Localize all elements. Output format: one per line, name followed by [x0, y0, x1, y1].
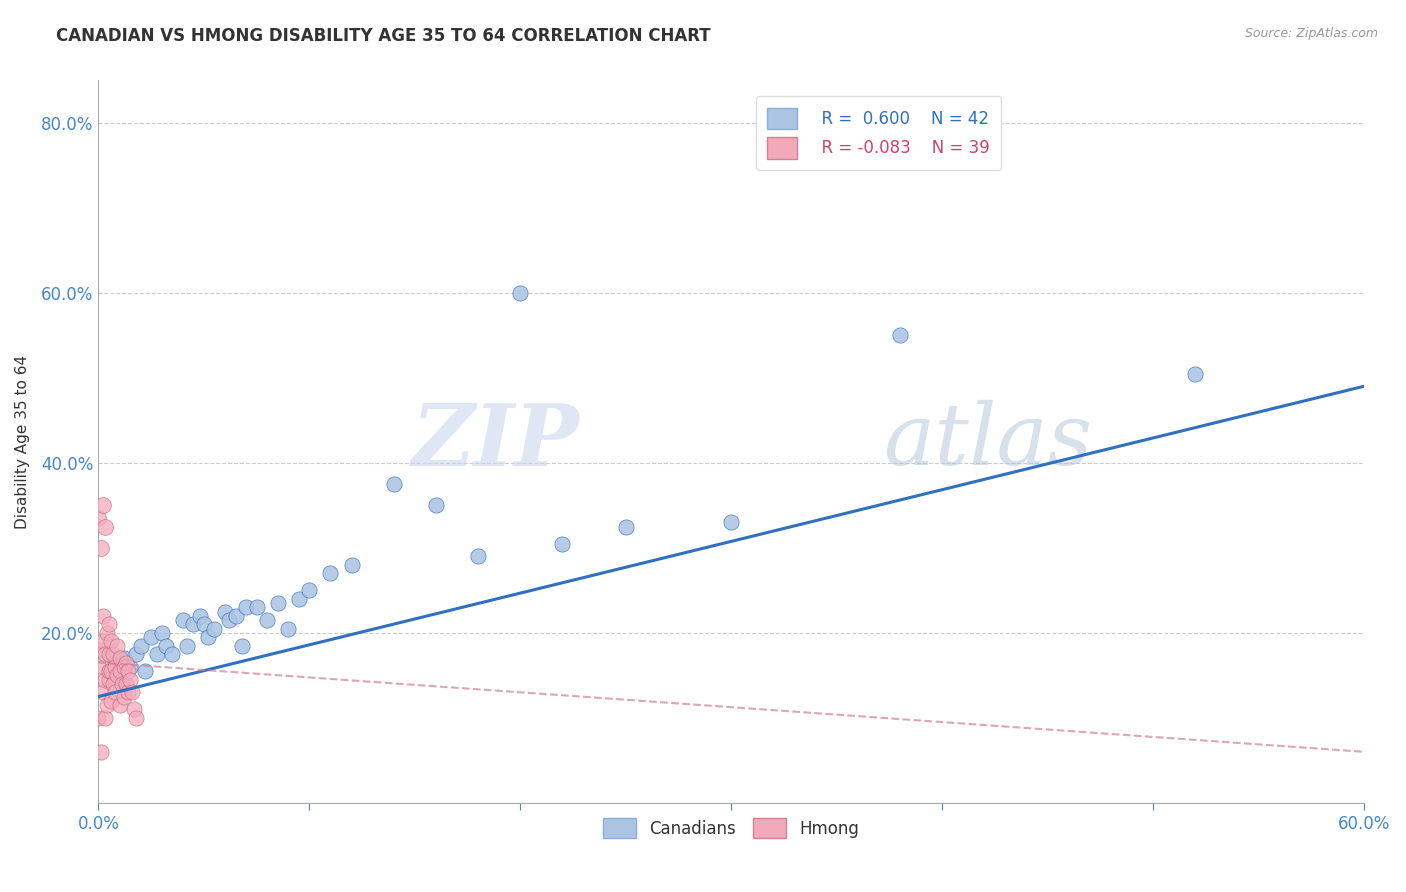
Point [93, 647, 117, 661]
Point [87, 711, 110, 725]
Point [162, 647, 183, 661]
Point [218, 613, 240, 627]
Legend: Canadians, Hmong: Canadians, Hmong [596, 812, 866, 845]
Point [112, 660, 135, 674]
Text: ZIP: ZIP [412, 400, 579, 483]
Point [91, 685, 114, 699]
Point [98, 617, 121, 632]
Point [256, 613, 278, 627]
Point [100, 634, 122, 648]
Point [1184, 367, 1206, 381]
Point [382, 477, 405, 491]
Point [134, 664, 156, 678]
Point [90, 541, 112, 555]
Point [98, 673, 121, 687]
Point [204, 622, 226, 636]
Point [188, 608, 211, 623]
Point [319, 566, 342, 581]
Point [551, 536, 574, 550]
Point [111, 677, 132, 691]
Point [141, 630, 163, 644]
Point [125, 647, 148, 661]
Point [90, 642, 112, 657]
Point [340, 558, 363, 572]
Text: CANADIAN VS HMONG DISABILITY AGE 35 TO 64 CORRELATION CHART: CANADIAN VS HMONG DISABILITY AGE 35 TO 6… [56, 27, 711, 45]
Point [115, 656, 138, 670]
Point [124, 702, 146, 716]
Point [117, 685, 139, 699]
Text: Source: ZipAtlas.com: Source: ZipAtlas.com [1244, 27, 1378, 40]
Point [120, 673, 141, 687]
Point [103, 677, 125, 691]
Point [614, 519, 637, 533]
Point [115, 677, 138, 691]
Point [425, 498, 447, 512]
Point [107, 668, 129, 682]
Point [96, 698, 118, 712]
Point [93, 673, 117, 687]
Text: atlas: atlas [883, 401, 1092, 483]
Point [214, 605, 236, 619]
Point [176, 639, 198, 653]
Point [225, 608, 247, 623]
Point [91, 498, 114, 512]
Point [91, 608, 114, 623]
Point [98, 647, 121, 661]
Point [117, 664, 139, 678]
Point [129, 639, 152, 653]
Point [197, 630, 219, 644]
Point [112, 690, 135, 704]
Point [231, 639, 253, 653]
Point [193, 617, 215, 632]
Point [298, 583, 321, 598]
Point [93, 711, 117, 725]
Point [108, 698, 131, 712]
Point [96, 625, 118, 640]
Point [93, 519, 117, 533]
Point [87, 511, 110, 525]
Point [108, 651, 131, 665]
Point [125, 711, 148, 725]
Point [104, 660, 127, 674]
Point [146, 647, 169, 661]
Point [104, 656, 127, 670]
Point [889, 328, 911, 343]
Point [183, 617, 205, 632]
Point [467, 549, 489, 564]
Point [172, 613, 194, 627]
Point [155, 639, 177, 653]
Point [150, 625, 173, 640]
Point [100, 664, 122, 678]
Point [90, 745, 112, 759]
Point [104, 685, 127, 699]
Point [121, 685, 143, 699]
Point [91, 634, 114, 648]
Point [108, 664, 131, 678]
Point [98, 664, 121, 678]
Point [509, 285, 531, 300]
Point [98, 664, 121, 678]
Point [720, 516, 742, 530]
Point [100, 694, 122, 708]
Point [277, 622, 299, 636]
Point [267, 596, 290, 610]
Point [112, 651, 135, 665]
Point [103, 647, 125, 661]
Point [107, 639, 129, 653]
Point [108, 673, 131, 687]
Point [246, 600, 269, 615]
Point [287, 591, 309, 606]
Y-axis label: Disability Age 35 to 64: Disability Age 35 to 64 [15, 354, 30, 529]
Point [91, 660, 114, 674]
Point [120, 660, 141, 674]
Point [235, 600, 257, 615]
